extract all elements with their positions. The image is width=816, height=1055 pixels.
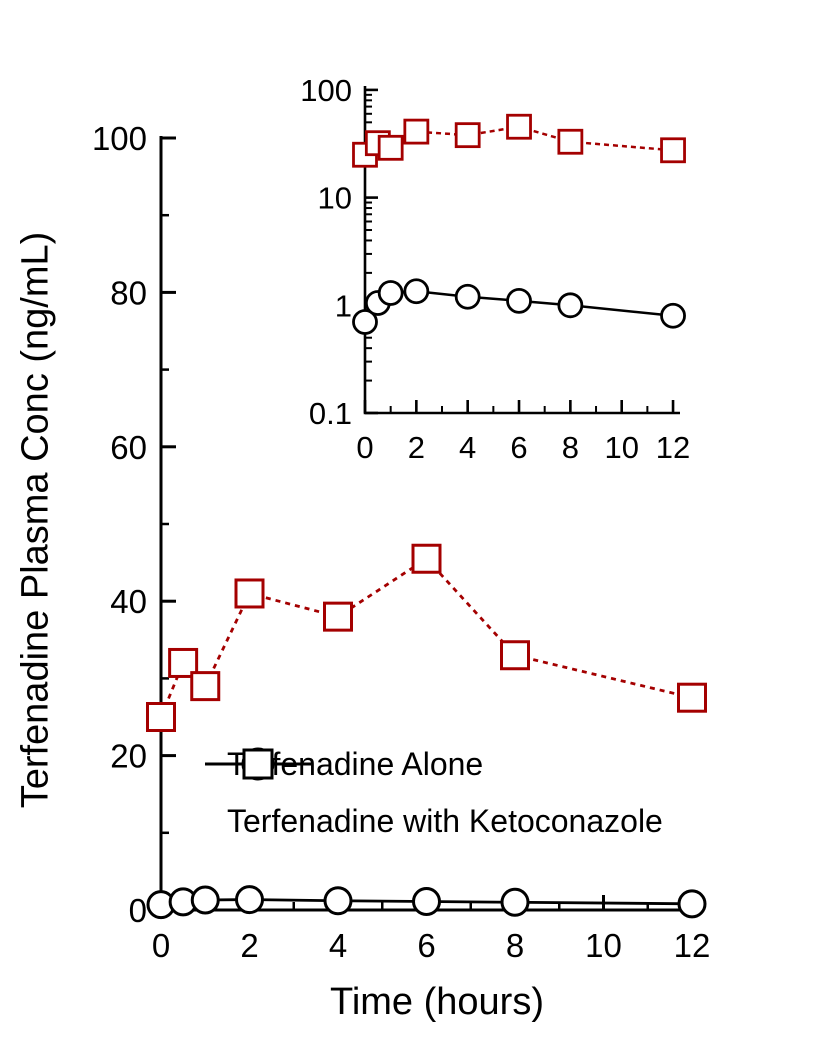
main-x-tick-label: 4 [329, 927, 347, 964]
inset-y-tick-label: 1 [335, 288, 352, 323]
legend: Terfenadine Alone Terfenadine with Ketoc… [203, 741, 663, 844]
main-y-axis-title: Terfenadine Plasma Conc (ng/mL) [14, 231, 57, 809]
data-point-circle [412, 887, 441, 917]
main-y-tick-label: 20 [110, 738, 147, 775]
data-point-square [190, 671, 221, 702]
data-point-square [500, 640, 530, 671]
inset-y-tick-label: 100 [300, 73, 352, 108]
inset-data-point-square [403, 118, 430, 145]
data-point-circle [190, 885, 220, 915]
inset-x-tick-label: 4 [459, 430, 476, 465]
legend-square-marker [242, 748, 274, 780]
inset-data-point-circle [403, 278, 430, 305]
main-x-axis-title: Time (hours) [330, 981, 544, 1023]
data-point-square [168, 647, 199, 678]
inset-data-point-circle [352, 309, 378, 335]
data-point-circle [677, 889, 707, 919]
data-point-circle [235, 885, 264, 915]
data-point-square [323, 601, 353, 632]
inset-x-tick-label: 6 [510, 430, 527, 465]
main-x-tick-label: 0 [152, 927, 170, 964]
legend-square-symbol [205, 748, 311, 780]
main-x-tick-label: 8 [506, 927, 524, 964]
main-x-tick-label: 12 [674, 927, 711, 964]
data-point-square [234, 578, 265, 609]
main-y-tick-label: 0 [129, 892, 147, 929]
main-y-tick-label: 60 [110, 429, 147, 466]
inset-data-point-circle [506, 287, 532, 314]
main-x-tick-label: 10 [585, 927, 622, 964]
main-y-tick-label: 100 [92, 120, 147, 157]
inset-data-point-square [557, 128, 584, 155]
data-point-square [146, 702, 176, 732]
inset-data-point-square [377, 134, 404, 161]
inset-y-tick-label: 10 [318, 181, 352, 216]
main-y-tick-label: 40 [110, 583, 147, 620]
inset-data-point-square [660, 137, 686, 164]
inset-data-point-square [454, 122, 481, 149]
inset-data-point-square [506, 113, 532, 140]
inset-data-point-circle [660, 302, 686, 329]
inset-x-tick-label: 2 [408, 430, 425, 465]
data-point-circle [500, 887, 530, 917]
inset-x-tick-label: 0 [356, 430, 373, 465]
inset-x-tick-label: 10 [604, 430, 638, 465]
legend-label-terfenadine-with-ketoconazole: Terfenadine with Ketoconazole [227, 803, 663, 839]
legend-item-terfenadine-with-ketoconazole: Terfenadine with Ketoconazole [203, 748, 663, 844]
main-x-tick-label: 2 [240, 927, 258, 964]
data-point-circle [323, 886, 353, 916]
main-y-tick-label: 80 [110, 274, 147, 311]
main-x-tick-label: 6 [417, 927, 435, 964]
inset-x-tick-label: 8 [562, 430, 579, 465]
data-point-square [411, 543, 442, 574]
data-point-square [677, 682, 707, 713]
inset-y-tick-label: 0.1 [309, 396, 352, 431]
inset-data-point-circle [454, 283, 481, 310]
inset-data-point-circle [377, 280, 404, 306]
inset-x-tick-label: 12 [656, 430, 690, 465]
inset-data-point-circle [557, 292, 584, 319]
